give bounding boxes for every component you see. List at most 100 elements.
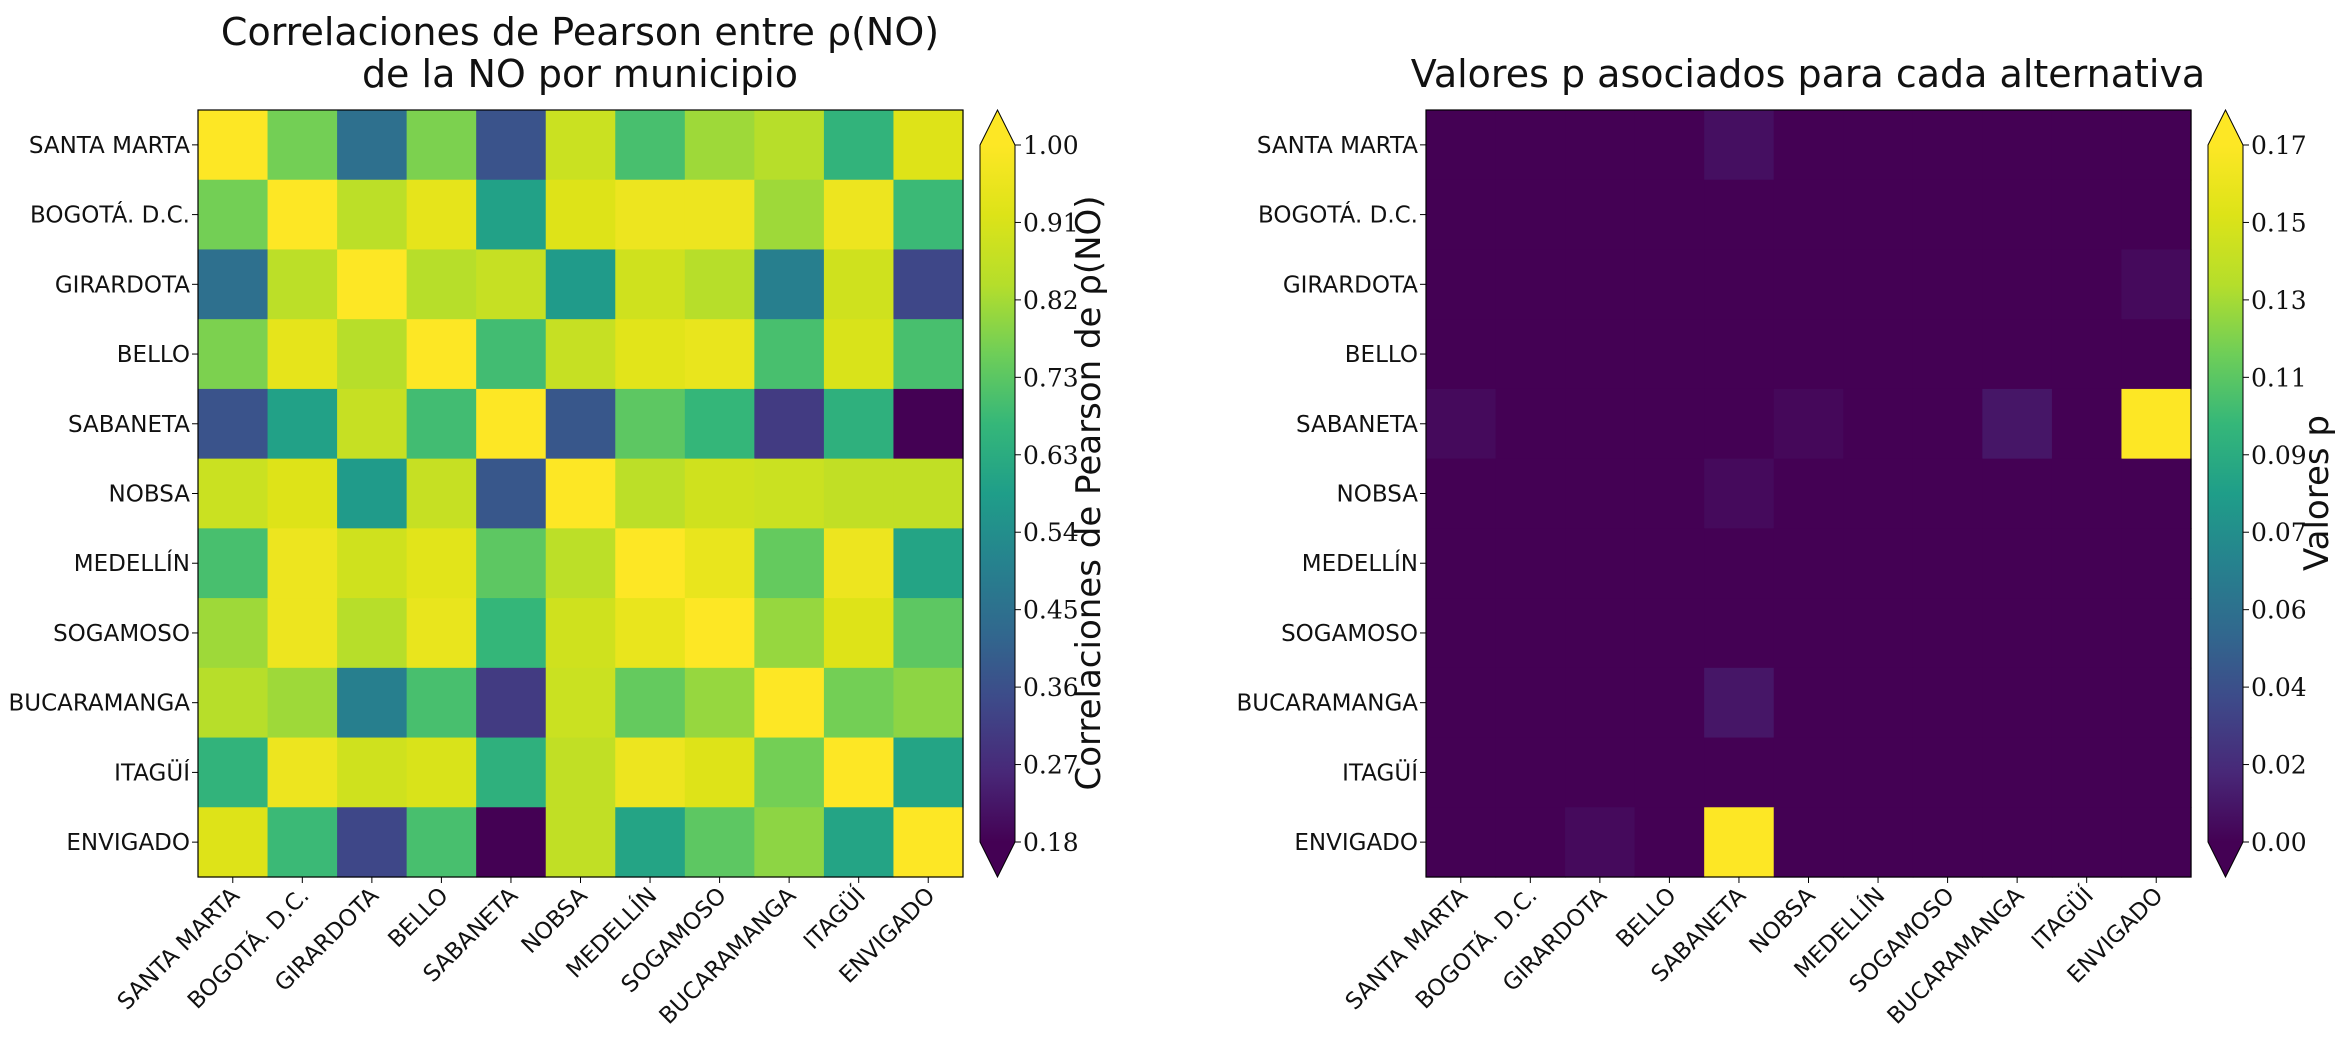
right-cell-8-0 [1426, 667, 1497, 739]
right-y-tick-label: SANTA MARTA [1257, 133, 1418, 159]
right-cell-6-9 [2051, 528, 2123, 599]
right-cell-2-8 [1982, 249, 2053, 320]
right-cell-0-2 [1565, 110, 1636, 181]
left-cell-7-1 [267, 598, 338, 669]
left-colorbar-tick-label: 0.54 [1023, 518, 1079, 547]
right-colorbar-tick-label: 0.09 [2251, 441, 2307, 470]
right-cell-9-10 [2121, 737, 2192, 808]
right-x-tick-label: BELLO [1611, 883, 1681, 953]
right-cell-3-6 [1843, 319, 1914, 390]
right-cell-9-8 [1982, 737, 2053, 808]
left-cell-4-2 [337, 388, 408, 460]
left-y-tick-label: BOGOTÁ. D.C. [30, 201, 190, 229]
right-cell-4-10 [2121, 388, 2192, 460]
right-y-tick-label: GIRARDOTA [1283, 272, 1418, 298]
left-title: Correlaciones de Pearson entre ρ(NO) [221, 10, 939, 54]
right-cell-10-7 [1912, 807, 1983, 878]
right-cell-10-9 [2051, 807, 2123, 878]
left-cell-9-10 [893, 737, 964, 808]
left-colorbar: 0.18 0.27 0.36 0.45 0.54 0.63 0.73 0.82 0.91 1.00… [979, 108, 1109, 879]
left-cell-1-3 [406, 179, 477, 251]
right-cell-6-10 [2121, 528, 2192, 599]
right-cell-3-4 [1704, 319, 1775, 390]
right-cell-3-9 [2051, 319, 2123, 390]
left-cell-2-2 [337, 249, 408, 320]
left-cell-1-9 [823, 179, 895, 251]
left-cell-10-6 [615, 807, 686, 878]
right-colorbar-tick-label: 0.00 [2251, 828, 2307, 857]
right-cell-9-3 [1634, 737, 1705, 808]
right-cell-0-1 [1495, 110, 1566, 181]
left-cell-0-3 [406, 110, 477, 181]
right-cell-4-9 [2051, 388, 2123, 460]
right-cell-0-7 [1912, 110, 1983, 181]
left-cell-10-0 [198, 807, 269, 878]
left-cell-2-3 [406, 249, 477, 320]
right-title: Valores p asociados para cada alternativ… [1411, 52, 2205, 96]
left-colorbar-gradient [980, 145, 1015, 842]
left-y-tick-label: ENVIGADO [66, 830, 190, 856]
right-colorbar-extend-top [2208, 110, 2243, 145]
left-cell-10-3 [406, 807, 477, 878]
left-cell-0-1 [267, 110, 338, 181]
right-colorbar-tick-label: 0.04 [2251, 673, 2307, 702]
left-cell-8-6 [615, 667, 686, 739]
left-cell-0-4 [476, 110, 547, 181]
left-y-tick-label: BELLO [117, 342, 190, 368]
right-cell-7-5 [1773, 598, 1844, 669]
left-cell-1-0 [198, 179, 269, 251]
right-cell-1-3 [1634, 179, 1705, 251]
left-panel: Correlaciones de Pearson entre ρ(NO) de … [8, 10, 1109, 1030]
right-cell-1-8 [1982, 179, 2053, 251]
left-cell-2-9 [823, 249, 895, 320]
left-cell-6-1 [267, 528, 338, 599]
left-cell-9-6 [615, 737, 686, 808]
left-cell-8-3 [406, 667, 477, 739]
left-cell-10-7 [684, 807, 755, 878]
right-cell-7-3 [1634, 598, 1705, 669]
right-cell-4-4 [1704, 388, 1775, 460]
left-cell-6-5 [545, 528, 616, 599]
left-cell-5-7 [684, 458, 755, 529]
left-cell-7-6 [615, 598, 686, 669]
left-cell-3-2 [337, 319, 408, 390]
right-heatmap-cells [1426, 110, 2192, 878]
left-cell-5-6 [615, 458, 686, 529]
right-cell-5-9 [2051, 458, 2123, 529]
left-colorbar-tick-label: 0.45 [1023, 596, 1079, 625]
right-cell-7-6 [1843, 598, 1914, 669]
left-cell-5-9 [823, 458, 895, 529]
left-cell-8-7 [684, 667, 755, 739]
left-cell-9-0 [198, 737, 269, 808]
right-cell-0-8 [1982, 110, 2053, 181]
right-cell-6-4 [1704, 528, 1775, 599]
left-colorbar-tick-label: 0.18 [1023, 828, 1079, 857]
left-cell-2-0 [198, 249, 269, 320]
right-cell-9-5 [1773, 737, 1844, 808]
left-cell-2-7 [684, 249, 755, 320]
right-y-tick-label: BOGOTÁ. D.C. [1258, 201, 1418, 229]
left-cell-10-8 [754, 807, 825, 878]
right-cell-10-5 [1773, 807, 1844, 878]
right-cell-2-2 [1565, 249, 1636, 320]
right-cell-1-1 [1495, 179, 1566, 251]
left-cell-3-7 [684, 319, 755, 390]
right-cell-1-0 [1426, 179, 1497, 251]
right-cell-6-3 [1634, 528, 1705, 599]
right-cell-5-4 [1704, 458, 1775, 529]
right-cell-0-5 [1773, 110, 1844, 181]
right-colorbar-tick-label: 0.15 [2251, 208, 2307, 237]
right-cell-2-9 [2051, 249, 2123, 320]
right-cell-1-10 [2121, 179, 2192, 251]
right-colorbar-tick-label: 0.17 [2251, 131, 2307, 160]
right-colorbar-tick-label: 0.02 [2251, 751, 2307, 780]
left-cell-0-5 [545, 110, 616, 181]
left-cell-3-3 [406, 319, 477, 390]
right-colorbar-gradient [2208, 145, 2243, 842]
right-cell-5-2 [1565, 458, 1636, 529]
left-colorbar-tick-label: 0.73 [1023, 363, 1079, 392]
right-colorbar-extend-bottom [2208, 842, 2243, 877]
left-y-tick-label: SANTA MARTA [29, 133, 190, 159]
left-cell-6-8 [754, 528, 825, 599]
